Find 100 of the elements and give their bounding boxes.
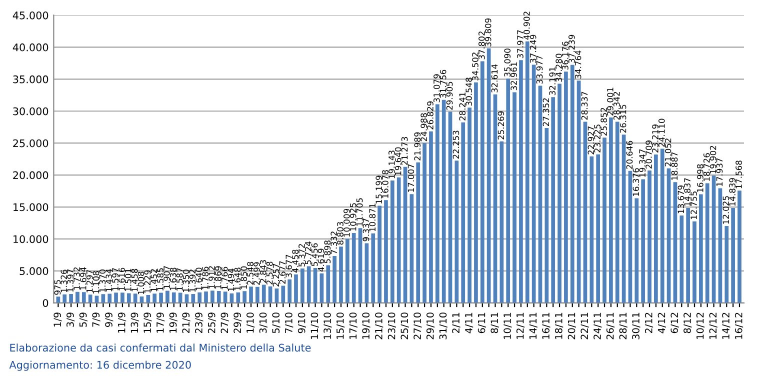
data-label: 12.755 [690, 192, 697, 220]
bar [108, 294, 112, 303]
data-label: 33.977 [536, 56, 543, 84]
data-label: 32.614 [491, 64, 498, 92]
data-label: 1.229 [144, 270, 151, 293]
data-label: 37.239 [568, 34, 575, 63]
x-tick-label: 18/11 [554, 312, 564, 339]
data-label: 9.337 [362, 218, 370, 242]
bar [576, 80, 581, 303]
bar [191, 294, 196, 303]
data-label: 1.108 [92, 271, 100, 294]
data-label: 1.370 [99, 269, 106, 292]
data-label: 31.079 [434, 74, 440, 102]
data-label: 1.452 [150, 269, 158, 292]
bar [313, 268, 318, 303]
y-tick-label: 35.000 [13, 75, 48, 84]
bar [152, 294, 157, 303]
data-label: 24.988 [420, 113, 427, 142]
bar [551, 97, 556, 303]
bar [454, 160, 459, 303]
x-tick-label: 28/11 [619, 312, 628, 340]
bar [532, 64, 536, 303]
x-tick-label: 12/12 [709, 312, 718, 339]
x-tick-label: 13/9 [130, 312, 139, 333]
y-tick-label: 5.000 [20, 267, 48, 276]
data-label: 37.249 [530, 34, 536, 63]
data-label: 1.297 [86, 270, 93, 292]
data-label: 35.090 [504, 48, 511, 77]
data-label: 1.869 [214, 266, 222, 289]
x-tick-label: 19/9 [169, 312, 178, 333]
data-label: 10.871 [369, 204, 376, 232]
bar [166, 290, 170, 303]
bar [358, 228, 362, 303]
bar [62, 294, 67, 303]
data-label: 1.494 [228, 268, 234, 292]
bar [429, 131, 433, 303]
x-tick-label: 23/9 [195, 312, 204, 334]
bar [634, 198, 639, 303]
data-label: 20.709 [646, 140, 652, 169]
x-tick-label: 9/10 [298, 312, 306, 334]
data-label: 16.376 [632, 168, 640, 196]
data-label: 1.616 [118, 268, 125, 290]
data-label: 24.110 [658, 118, 665, 147]
x-tick-label: 2/12 [644, 312, 654, 334]
bar [352, 233, 356, 303]
x-tick-label: 14/11 [529, 312, 538, 339]
bar [525, 41, 530, 303]
bar [570, 64, 574, 303]
bar [371, 233, 376, 303]
y-tick-label: 40.000 [12, 43, 48, 52]
bar [654, 154, 658, 303]
x-tick-label: 31/10 [439, 312, 448, 340]
data-label: 25.852 [600, 108, 607, 136]
x-tick-label: 9/9 [105, 312, 114, 327]
bar [204, 291, 208, 303]
bar [583, 122, 588, 303]
bar [403, 166, 408, 303]
data-label: 22.927 [588, 126, 594, 154]
data-label: 5.724 [304, 242, 312, 264]
data-label: 1.326 [60, 270, 68, 292]
x-tick-label: 30/11 [632, 312, 640, 340]
x-tick-label: 7/9 [92, 312, 100, 327]
text: Elaborazione da casi confermati dal Ministero della Salute [10, 344, 311, 352]
x-tick-label: 5/9 [79, 312, 88, 327]
bar [236, 292, 240, 303]
x-tick-label: 11/10 [310, 312, 319, 339]
x-tick-label: 25/9 [208, 312, 216, 334]
bar [306, 266, 311, 303]
data-label: 1.640 [196, 268, 202, 290]
bar [544, 128, 549, 303]
x-tick-label: 10/12 [696, 312, 705, 339]
bar [486, 48, 491, 303]
bar [326, 265, 330, 303]
x-tick-label: 19/10 [362, 312, 370, 339]
data-label: 30.548 [466, 78, 472, 106]
bar [390, 180, 394, 303]
data-label: 1.766 [221, 266, 228, 290]
data-label: 19.640 [394, 147, 402, 176]
bar [468, 108, 472, 303]
bar [126, 293, 131, 303]
data-label: 2.843 [260, 260, 266, 283]
bar [396, 177, 401, 303]
data-label: 29.001 [607, 88, 614, 116]
data-label: 1.907 [164, 266, 170, 288]
x-tick-label: 1/9 [54, 312, 62, 326]
data-label: 16.078 [382, 170, 388, 198]
bar [538, 86, 542, 303]
data-label: 1.501 [125, 268, 132, 291]
bar [602, 138, 606, 303]
bar [435, 104, 440, 303]
data-label: 2.677 [279, 261, 286, 284]
data-label: 2.578 [266, 262, 273, 284]
data-label: 31.756 [440, 70, 446, 98]
bar [69, 294, 73, 303]
x-tick-label: 6/11 [478, 312, 486, 334]
x-tick-label: 17/9 [156, 312, 165, 333]
data-label: 1.786 [202, 266, 208, 290]
bar [705, 183, 710, 303]
data-label: 32.191 [549, 67, 556, 96]
bar [500, 141, 504, 303]
